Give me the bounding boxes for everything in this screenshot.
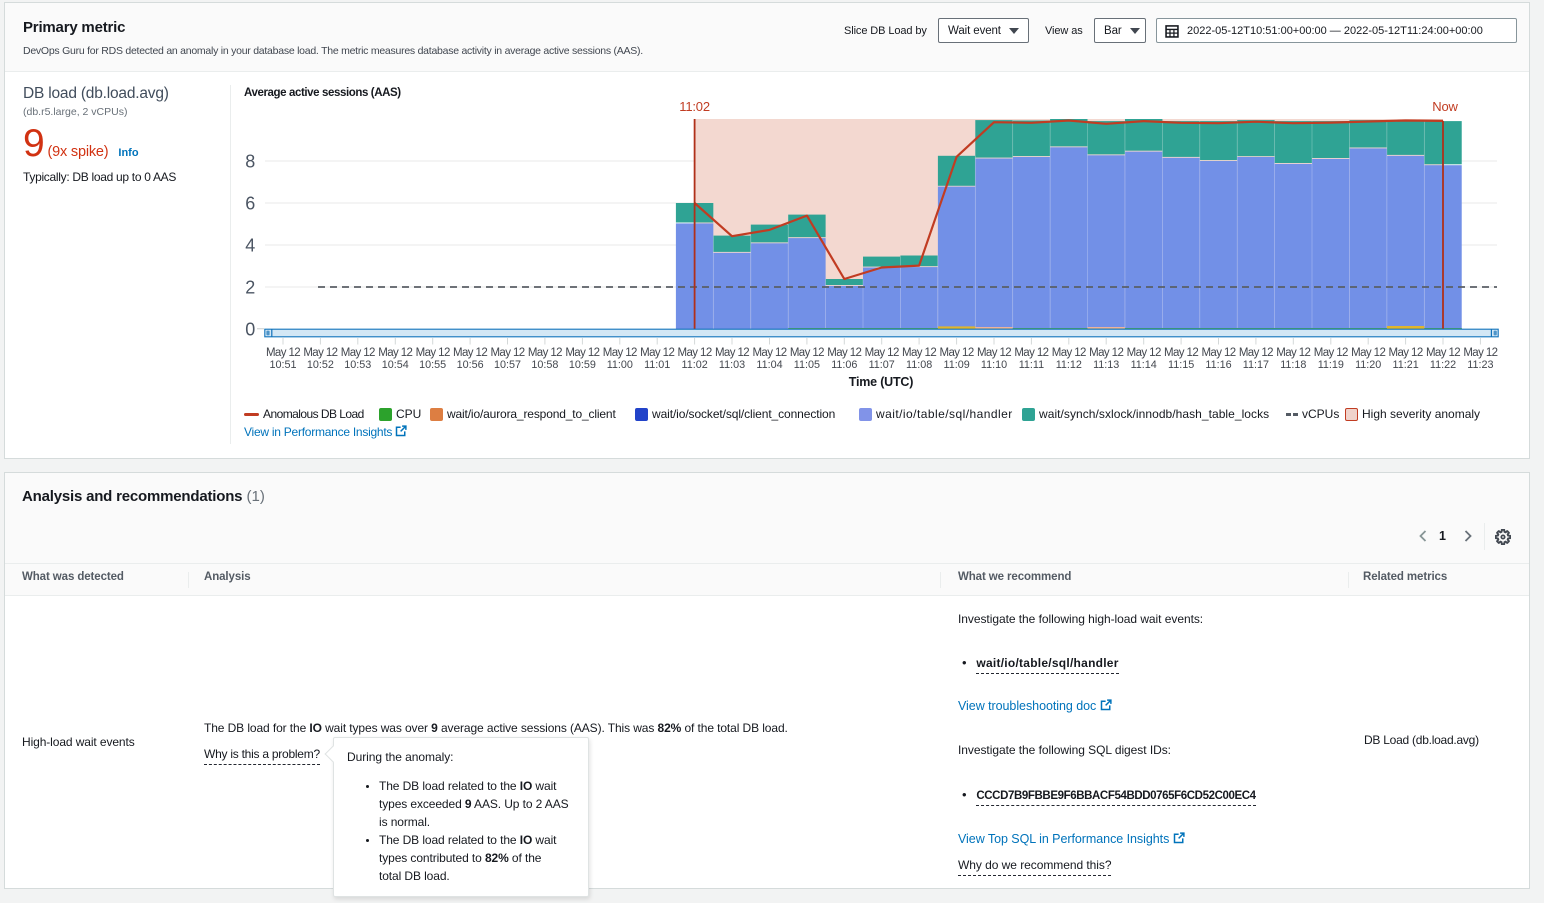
svg-text:May 12: May 12 — [266, 347, 300, 359]
svg-text:May 12: May 12 — [565, 347, 599, 359]
svg-text:8: 8 — [245, 152, 255, 172]
svg-text:11:11: 11:11 — [1019, 359, 1044, 371]
svg-text:4: 4 — [245, 236, 255, 256]
svg-text:11:14: 11:14 — [1131, 359, 1157, 371]
svg-text:11:07: 11:07 — [869, 359, 895, 371]
svg-text:11:01: 11:01 — [644, 359, 670, 371]
svg-text:11:12: 11:12 — [1056, 359, 1082, 371]
svg-text:May 12: May 12 — [453, 347, 487, 359]
svg-text:11:06: 11:06 — [831, 359, 857, 371]
svg-text:May 12: May 12 — [603, 347, 637, 359]
svg-text:May 12: May 12 — [940, 347, 974, 359]
svg-text:11:00: 11:00 — [607, 359, 633, 371]
svg-text:May 12: May 12 — [1314, 347, 1348, 359]
svg-text:May 12: May 12 — [1089, 347, 1123, 359]
svg-text:May 12: May 12 — [1201, 347, 1235, 359]
svg-text:May 12: May 12 — [790, 347, 824, 359]
svg-text:10:59: 10:59 — [569, 359, 596, 371]
svg-text:11:13: 11:13 — [1093, 359, 1119, 371]
svg-text:11:04: 11:04 — [756, 359, 782, 371]
svg-text:May 12: May 12 — [378, 347, 412, 359]
svg-text:May 12: May 12 — [715, 347, 749, 359]
svg-text:11:02: 11:02 — [681, 359, 707, 371]
svg-text:May 12: May 12 — [1463, 347, 1497, 359]
svg-text:May 12: May 12 — [416, 347, 450, 359]
svg-text:May 12: May 12 — [640, 347, 674, 359]
svg-text:11:21: 11:21 — [1392, 359, 1418, 371]
svg-text:11:20: 11:20 — [1355, 359, 1381, 371]
svg-text:11:05: 11:05 — [794, 359, 820, 371]
svg-text:11:09: 11:09 — [943, 359, 969, 371]
svg-text:May 12: May 12 — [1426, 347, 1460, 359]
svg-text:May 12: May 12 — [977, 347, 1011, 359]
svg-text:10:55: 10:55 — [419, 359, 446, 371]
svg-text:10:51: 10:51 — [269, 359, 296, 371]
svg-text:May 12: May 12 — [341, 347, 375, 359]
svg-text:May 12: May 12 — [528, 347, 562, 359]
svg-text:May 12: May 12 — [1052, 347, 1086, 359]
svg-text:May 12: May 12 — [752, 347, 786, 359]
svg-text:Now: Now — [1432, 99, 1458, 114]
svg-text:May 12: May 12 — [1239, 347, 1273, 359]
svg-text:May 12: May 12 — [902, 347, 936, 359]
svg-text:10:54: 10:54 — [382, 359, 409, 371]
svg-text:11:10: 11:10 — [981, 359, 1007, 371]
svg-text:May 12: May 12 — [1351, 347, 1385, 359]
svg-text:11:19: 11:19 — [1318, 359, 1344, 371]
svg-text:11:18: 11:18 — [1280, 359, 1306, 371]
svg-text:2: 2 — [245, 278, 255, 298]
svg-text:10:57: 10:57 — [494, 359, 521, 371]
svg-text:May 12: May 12 — [827, 347, 861, 359]
svg-text:May 12: May 12 — [1014, 347, 1048, 359]
svg-text:May 12: May 12 — [1164, 347, 1198, 359]
svg-text:6: 6 — [245, 194, 255, 214]
svg-text:11:22: 11:22 — [1430, 359, 1456, 371]
svg-text:11:02: 11:02 — [679, 99, 710, 114]
svg-text:May 12: May 12 — [1389, 347, 1423, 359]
svg-text:10:53: 10:53 — [344, 359, 371, 371]
svg-text:10:56: 10:56 — [457, 359, 484, 371]
svg-text:May 12: May 12 — [1127, 347, 1161, 359]
svg-text:10:58: 10:58 — [531, 359, 558, 371]
svg-text:May 12: May 12 — [1276, 347, 1310, 359]
svg-text:11:08: 11:08 — [906, 359, 932, 371]
svg-text:0: 0 — [245, 320, 255, 340]
svg-text:10:52: 10:52 — [307, 359, 334, 371]
svg-text:11:16: 11:16 — [1205, 359, 1231, 371]
svg-text:11:17: 11:17 — [1243, 359, 1269, 371]
svg-text:Time (UTC): Time (UTC) — [849, 375, 913, 389]
svg-text:May 12: May 12 — [865, 347, 899, 359]
svg-text:11:15: 11:15 — [1168, 359, 1194, 371]
svg-text:11:23: 11:23 — [1467, 359, 1493, 371]
svg-text:11:03: 11:03 — [719, 359, 745, 371]
svg-text:May 12: May 12 — [490, 347, 524, 359]
svg-text:May 12: May 12 — [678, 347, 712, 359]
svg-text:May 12: May 12 — [303, 347, 337, 359]
